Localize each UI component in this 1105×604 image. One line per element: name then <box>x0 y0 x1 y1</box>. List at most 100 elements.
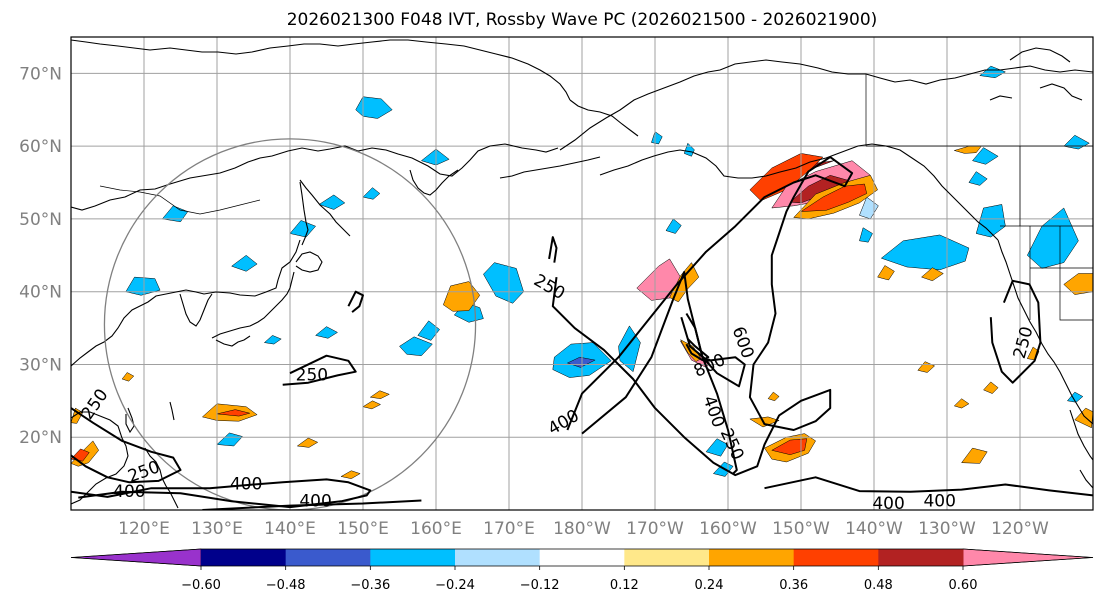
coastline-chukotka <box>569 99 639 137</box>
lon-tick-1: 130°E <box>191 519 243 539</box>
coastline-sakhalin <box>299 181 309 246</box>
coastline-kamchatka <box>409 169 459 196</box>
pc-positive-region-14 <box>1063 273 1093 295</box>
gridlines <box>71 37 1093 510</box>
coastline-japan-izu <box>169 401 175 421</box>
ivt-contour-800-7 <box>685 338 710 362</box>
colorbar-label-0: −0.60 <box>181 578 221 593</box>
colorbar-bin-1 <box>201 549 287 566</box>
pc-negative-region-1 <box>749 153 824 201</box>
colorbar-bin-9 <box>878 549 964 566</box>
lon-tick-11: 130°W <box>918 519 976 539</box>
coastline-japan-kyushu <box>215 335 251 347</box>
coastline-mexico <box>1079 469 1093 489</box>
colorbar-label-2: −0.36 <box>350 578 390 593</box>
pc-negative-region-extra-11 <box>263 335 282 345</box>
coastline-east-asia <box>71 143 559 211</box>
colorbar-bin-6 <box>624 549 710 566</box>
colorbar-label-4: −0.12 <box>520 578 560 593</box>
pc-positive-region-13 <box>921 267 944 282</box>
latitude-tick-labels: 20°N 30°N 40°N 50°N 60°N 70°N <box>19 64 62 448</box>
pc-negative-region-extra-12 <box>1066 391 1084 403</box>
contour-label-13: 400 <box>872 494 904 514</box>
contour-label-3: 400 <box>113 482 145 502</box>
colorbar-bin-8 <box>793 549 879 566</box>
ivt-contour-250-4 <box>551 156 854 477</box>
ivt-contours <box>71 156 1093 510</box>
pc-negative-region-extra-1 <box>968 171 988 186</box>
pc-positive-region-6 <box>216 409 250 417</box>
pc-positive-region-26 <box>340 470 361 479</box>
pc-negative-region-extra-3 <box>665 218 682 234</box>
pc-positive-region-27 <box>362 400 382 410</box>
lon-tick-5: 170°E <box>483 519 535 539</box>
lon-tick-9: 150°W <box>772 519 830 539</box>
colorbar-label-5: 0.12 <box>610 578 639 593</box>
ivt-contour-400-2 <box>71 478 372 509</box>
coastline-us-west <box>997 239 1093 425</box>
contour-label-14: 400 <box>923 491 955 511</box>
lat-tick-1: 30°N <box>19 355 62 375</box>
coastline-arctic-islands <box>989 47 1083 101</box>
border-china-mongolia <box>99 185 261 215</box>
coastline-philippines <box>144 447 179 509</box>
coastline-taiwan <box>125 407 135 434</box>
pc-positive-region-28 <box>369 390 390 399</box>
pc-negative-region-18 <box>318 194 346 210</box>
pc-negative-region-20 <box>651 131 663 145</box>
ivt-contour-250-11 <box>548 236 558 263</box>
ivt-contour-400-9 <box>764 476 1093 497</box>
lat-tick-0: 20°N <box>19 428 62 448</box>
lon-tick-10: 140°W <box>845 519 903 539</box>
coastline-korea-china <box>71 239 301 367</box>
pc-negative-region-extra-9 <box>362 187 381 200</box>
lon-tick-0: 120°E <box>118 519 170 539</box>
coastline-canada-arctic <box>865 65 1093 85</box>
pc-negative-region-17 <box>231 254 258 272</box>
lon-tick-12: 120°W <box>991 519 1049 539</box>
lon-tick-2: 140°E <box>264 519 316 539</box>
coastline-aleutians <box>499 156 601 179</box>
pc-negative-region-extra-7 <box>315 326 339 339</box>
coastline-korea-peninsula <box>179 293 213 327</box>
contour-label-5: 400 <box>299 491 331 511</box>
ivt-contour-250-8 <box>989 279 1042 384</box>
lon-tick-7: 170°W <box>626 519 684 539</box>
colorbar-bin-7 <box>709 549 795 566</box>
coastlines <box>71 39 1093 509</box>
pc-negative-region-extra-8 <box>125 276 161 296</box>
lat-tick-5: 70°N <box>19 64 62 84</box>
pc-positive-region-16 <box>953 145 982 154</box>
lon-tick-4: 160°E <box>410 519 462 539</box>
ivt-contour-250-0 <box>71 407 182 484</box>
colorbar-label-6: 0.24 <box>695 578 724 593</box>
pc-positive-region-10 <box>771 438 808 455</box>
colorbar-label-7: 0.36 <box>779 578 808 593</box>
colorbar-label-8: 0.48 <box>864 578 893 593</box>
lon-tick-6: 180°W <box>553 519 611 539</box>
coastline-russia-north <box>71 39 571 101</box>
border-canada-provinces <box>866 145 1093 226</box>
ivt-contour-400-3 <box>202 499 422 510</box>
lon-tick-8: 160°W <box>699 519 757 539</box>
pc-negative-region-25 <box>979 65 1006 79</box>
border-us-states <box>1029 226 1093 321</box>
ivt-contour-250-1 <box>282 354 357 386</box>
pc-negative-region-extra-6 <box>289 220 317 238</box>
colorbar-bin-2 <box>285 549 371 566</box>
rossby-wave-circle <box>103 138 477 510</box>
lat-tick-3: 50°N <box>19 210 62 230</box>
pc-negative-region-extra-2 <box>859 227 873 243</box>
political-borders <box>99 74 1093 321</box>
colorbar-bin-4 <box>455 549 541 566</box>
coastline-japan-honshu <box>211 271 295 339</box>
colorbar-label-9: 0.60 <box>949 578 978 593</box>
pc-negative-region-19 <box>420 148 450 166</box>
coastline-okhotsk-west <box>299 179 351 237</box>
lat-tick-4: 60°N <box>19 137 62 157</box>
pc-negative-region-15 <box>399 336 433 356</box>
pc-positive-region-23 <box>767 391 780 402</box>
coastline-baja <box>1069 409 1093 461</box>
